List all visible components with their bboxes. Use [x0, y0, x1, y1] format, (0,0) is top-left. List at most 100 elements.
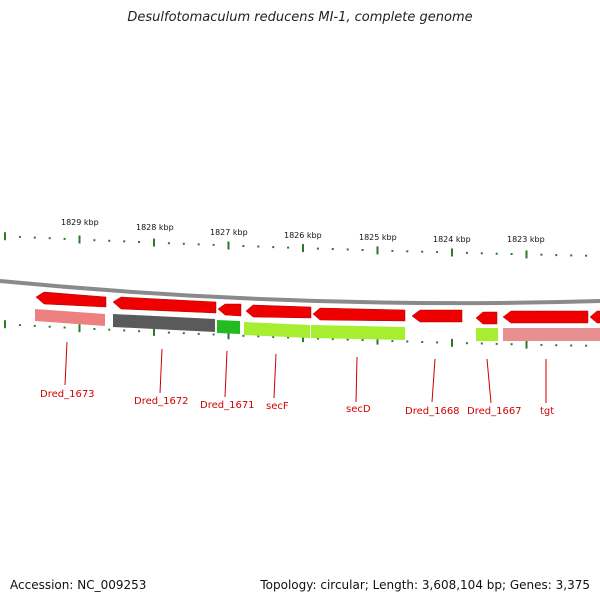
bottom-tick-row	[4, 320, 588, 349]
gene-label-dred-1671[interactable]: Dred_1671	[200, 400, 255, 411]
kbp-label-1829: 1829 kbp	[61, 218, 99, 227]
minor-tick	[540, 253, 543, 256]
gene-label-dred-1667[interactable]: Dred_1667	[467, 406, 522, 417]
minor-tick	[257, 245, 260, 248]
minor-tick	[167, 242, 170, 245]
major-tick	[525, 340, 528, 349]
leader-dred-1673	[64, 341, 68, 386]
minor-tick	[108, 239, 111, 242]
gene-arrow-dred-1673[interactable]	[35, 291, 107, 308]
minor-tick	[346, 338, 349, 341]
minor-tick	[197, 243, 200, 246]
minor-tick	[570, 254, 573, 257]
major-tick	[376, 246, 379, 255]
minor-tick	[182, 242, 185, 245]
minor-tick	[421, 341, 424, 343]
kbp-label-1825: 1825 kbp	[359, 233, 397, 242]
minor-tick	[361, 249, 364, 251]
minor-tick	[555, 344, 558, 347]
accession-text: Accession: NC_009253	[10, 578, 147, 592]
gene-arrow-dred-1667[interactable]	[475, 311, 498, 325]
minor-tick	[197, 332, 200, 335]
minor-tick	[123, 240, 126, 243]
minor-tick	[316, 337, 319, 340]
minor-tick	[138, 330, 141, 333]
minor-tick	[480, 342, 483, 345]
gene-arrow-dred-1668[interactable]	[411, 309, 463, 323]
kbp-label-1828: 1828 kbp	[136, 223, 174, 232]
label-leaders	[64, 341, 547, 404]
minor-tick	[316, 247, 319, 250]
minor-tick	[138, 241, 141, 243]
minor-tick	[346, 248, 349, 251]
minor-tick	[540, 343, 543, 346]
minor-tick	[48, 325, 51, 328]
gene-arrow-secf[interactable]	[245, 304, 312, 319]
minor-tick	[495, 342, 498, 345]
minor-tick	[33, 324, 36, 327]
minor-tick	[287, 246, 290, 249]
gene-label-secf[interactable]: secF	[266, 401, 289, 412]
track-block-pink-left	[35, 309, 105, 326]
track-block-lime-3	[476, 328, 498, 341]
gene-label-secd[interactable]: secD	[346, 404, 371, 415]
minor-tick	[436, 341, 439, 344]
leader-dred-1667	[486, 358, 492, 404]
gene-label-tgt[interactable]: tgt	[540, 406, 554, 417]
minor-tick	[93, 239, 96, 242]
minor-tick	[361, 339, 364, 342]
major-tick	[525, 250, 528, 259]
minor-tick	[33, 236, 36, 239]
minor-tick	[465, 251, 468, 254]
leader-secf	[273, 353, 277, 399]
major-tick	[302, 334, 304, 343]
major-tick	[153, 327, 155, 336]
topology-text: Topology: circular; Length: 3,608,104 bp…	[260, 578, 590, 592]
minor-tick	[242, 245, 245, 247]
minor-tick	[436, 251, 439, 254]
minor-tick	[18, 235, 21, 238]
minor-tick	[167, 331, 170, 334]
gene-label-dred-1672[interactable]: Dred_1672	[134, 396, 189, 407]
gene-arrow-dred-1671[interactable]	[217, 303, 242, 317]
major-tick	[4, 232, 6, 241]
leader-dred-1668	[431, 358, 436, 403]
minor-tick	[182, 332, 185, 335]
track-block-green	[217, 320, 240, 334]
track-block-gray	[113, 314, 215, 332]
minor-tick	[63, 237, 66, 240]
major-tick	[227, 331, 230, 340]
homology-track	[35, 309, 600, 341]
kbp-label-1827: 1827 kbp	[210, 228, 248, 237]
gene-label-dred-1673[interactable]: Dred_1673	[40, 389, 95, 400]
minor-tick	[570, 344, 573, 347]
major-tick	[376, 336, 379, 345]
minor-tick	[212, 333, 215, 336]
gene-label-dred-1668[interactable]: Dred_1668	[405, 406, 460, 417]
minor-tick	[495, 252, 498, 255]
top-tick-row	[4, 232, 588, 259]
major-tick	[451, 248, 453, 257]
leader-dred-1672	[159, 348, 163, 394]
gene-arrow-tgt[interactable]	[502, 310, 589, 324]
gene-arrow-edge[interactable]	[589, 310, 600, 324]
minor-tick	[510, 343, 513, 346]
major-tick	[153, 238, 155, 247]
minor-tick	[465, 342, 468, 345]
minor-tick	[48, 237, 51, 240]
minor-tick	[331, 248, 334, 250]
minor-tick	[93, 328, 96, 330]
gene-arrows	[35, 291, 600, 325]
minor-tick	[510, 253, 513, 255]
minor-tick	[18, 324, 21, 327]
gene-arrow-secd[interactable]	[312, 307, 406, 322]
minor-tick	[272, 246, 275, 249]
minor-tick	[331, 338, 334, 341]
track-block-lime-1	[244, 322, 310, 338]
major-tick	[4, 320, 6, 329]
major-tick	[78, 324, 81, 333]
gene-arrow-dred-1672[interactable]	[112, 296, 217, 314]
minor-tick	[212, 243, 215, 246]
minor-tick	[391, 340, 394, 343]
